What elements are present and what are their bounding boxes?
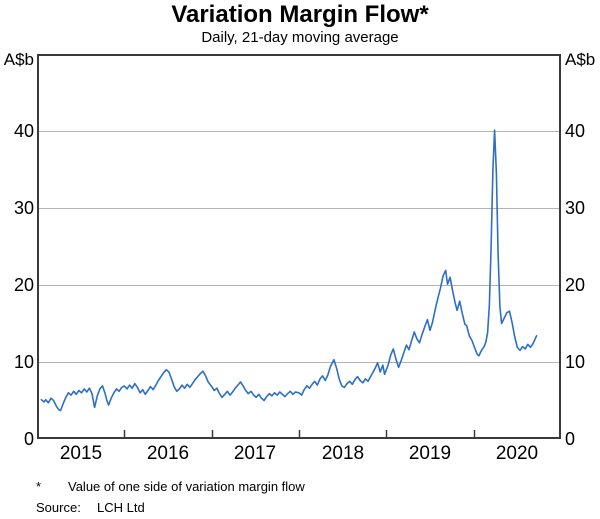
y-tick-label-right: 20 [565, 275, 586, 295]
x-tick-label: 2020 [495, 443, 539, 464]
y-axis-unit-right: A$b [565, 50, 596, 69]
y-tick-label-right: 40 [565, 121, 586, 141]
x-tick-label: 2019 [408, 443, 452, 464]
x-tick-label: 2017 [233, 443, 277, 464]
y-tick-label-left: 0 [23, 429, 34, 449]
plot-frame [37, 54, 561, 439]
x-tick-label: 2018 [321, 443, 365, 464]
y-tick-label-left: 10 [13, 352, 34, 372]
x-tick-label: 2016 [146, 443, 190, 464]
y-tick-label-left: 30 [13, 198, 34, 218]
y-axis-unit-left: A$b [3, 50, 34, 69]
source-value: LCH Ltd [97, 500, 145, 515]
y-tick-label-left: 20 [13, 275, 34, 295]
y-tick-label-right: 30 [565, 198, 586, 218]
source-label: Source: [36, 500, 81, 515]
footnote-text: Value of one side of variation margin fl… [68, 479, 305, 494]
y-tick-label-right: 10 [565, 352, 586, 372]
footnote-asterisk: * [36, 479, 42, 494]
chart-title: Variation Margin Flow* [171, 1, 429, 28]
y-tick-label-right: 0 [565, 429, 576, 449]
chart-subtitle: Daily, 21-day moving average [201, 29, 399, 46]
x-tick-label: 2015 [59, 443, 103, 464]
data-line [40, 129, 538, 412]
y-tick-label-left: 40 [13, 121, 34, 141]
